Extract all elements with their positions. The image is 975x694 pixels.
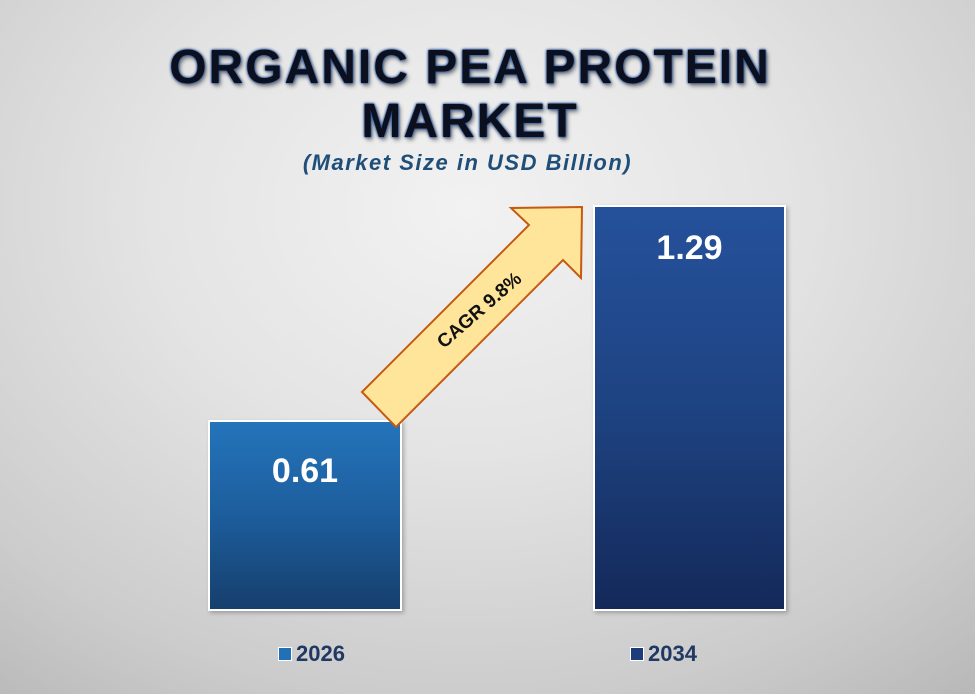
cagr-label: CAGR 9.8% bbox=[433, 268, 527, 353]
bar-2034-value-label: 1.29 bbox=[656, 229, 723, 267]
chart-title-line1: ORGANIC PEA PROTEIN bbox=[169, 41, 771, 94]
bar-2026: 0.61 bbox=[208, 420, 402, 611]
legend-label-2026: 2026 bbox=[296, 641, 345, 666]
legend-item-2034: 2034 bbox=[630, 641, 697, 667]
legend-swatch-2026-icon bbox=[278, 647, 292, 661]
bar-2034: 1.29 bbox=[593, 205, 786, 611]
legend-swatch-2034-icon bbox=[630, 647, 644, 661]
legend-item-2026: 2026 bbox=[278, 641, 345, 667]
bar-2026-value-label: 0.61 bbox=[271, 452, 339, 490]
chart-title-line2: MARKET bbox=[361, 95, 579, 148]
chart-subtitle: (Market Size in USD Billion) bbox=[302, 150, 633, 175]
legend-label-2034: 2034 bbox=[648, 641, 697, 666]
